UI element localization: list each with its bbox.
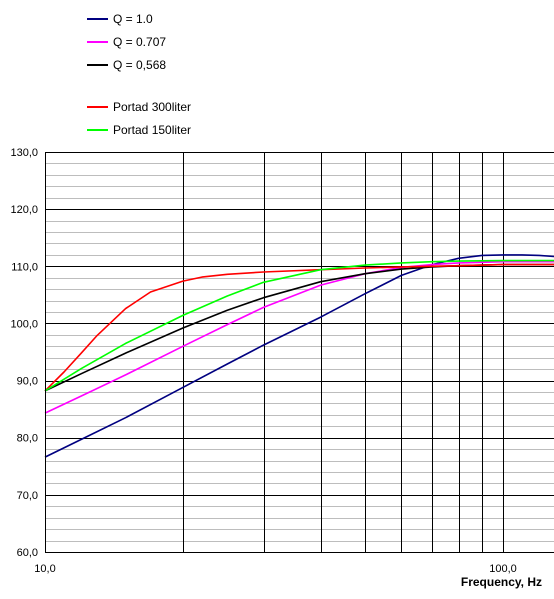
legend-label-4: Portad 300liter: [113, 100, 191, 114]
series-line-4: [44, 263, 554, 392]
x-axis-title: Frequency, Hz: [461, 575, 542, 589]
x-tick-labels: 10,0 100,0: [34, 563, 516, 575]
x-tick-label: 100,0: [489, 563, 517, 575]
y-tick-label: 80,0: [17, 433, 38, 445]
y-tick-label: 120,0: [10, 204, 38, 216]
major-gridlines: [45, 152, 554, 552]
legend-label-2: Q = 0.707: [113, 35, 166, 49]
y-tick-label: 130,0: [10, 147, 38, 159]
plot-background: [45, 152, 554, 552]
series-lines: [44, 254, 554, 458]
y-tick-label: 100,0: [10, 318, 38, 330]
legend-label-5: Portad 150liter: [113, 123, 191, 137]
y-tick-label: 60,0: [17, 547, 38, 559]
axes: [45, 152, 554, 553]
series-line-1: [44, 254, 554, 458]
y-tick-label: 70,0: [17, 490, 38, 502]
y-tick-label: 90,0: [17, 376, 38, 388]
plot-area: [45, 152, 554, 552]
legend-label-1: Q = 1.0: [113, 12, 153, 26]
legend-label-3: Q = 0,568: [113, 58, 166, 72]
y-tick-labels: 130,0 120,0 110,0 100,0 90,0 80,0 70,0 60,0: [10, 147, 38, 559]
minor-gridlines: [45, 163, 554, 542]
series-line-5: [44, 259, 554, 392]
y-tick-label: 110,0: [11, 261, 38, 273]
legend: Q = 1.0 Q = 0.707 Q = 0,568 Portad 300liter…: [87, 12, 191, 137]
x-tick-label: 10,0: [34, 563, 55, 575]
series-line-2: [44, 260, 554, 414]
